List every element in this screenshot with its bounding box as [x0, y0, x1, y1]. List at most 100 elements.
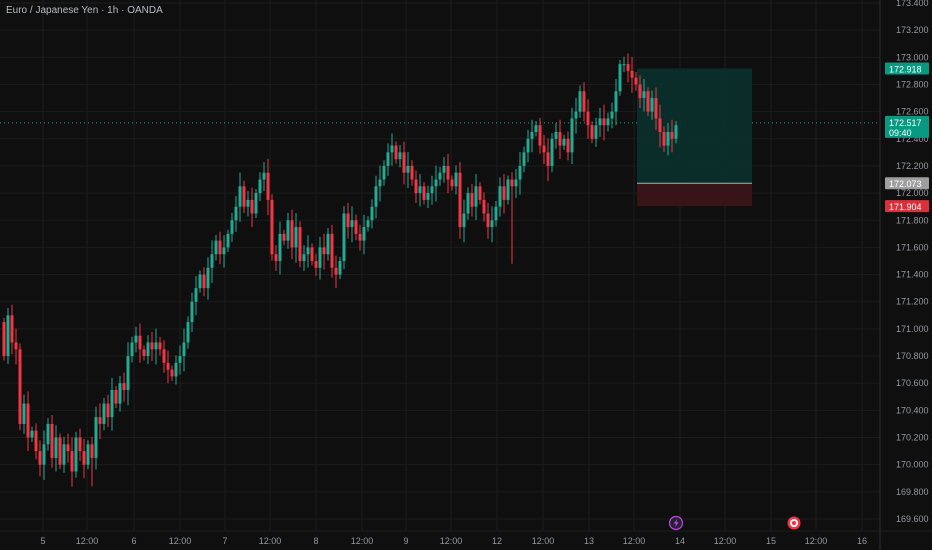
- candle-down[interactable]: [582, 91, 586, 112]
- candle-up[interactable]: [370, 206, 374, 221]
- candle-down[interactable]: [646, 91, 650, 112]
- candle-up[interactable]: [570, 118, 574, 153]
- candle-up[interactable]: [326, 233, 330, 255]
- candle-up[interactable]: [578, 91, 582, 112]
- candle-down[interactable]: [122, 383, 126, 390]
- candle-up[interactable]: [426, 193, 430, 200]
- candle-up[interactable]: [462, 213, 466, 228]
- candle-down[interactable]: [486, 213, 490, 228]
- candle-down[interactable]: [654, 98, 658, 119]
- candle-down[interactable]: [414, 179, 418, 194]
- candle-up[interactable]: [610, 111, 614, 119]
- candle-up[interactable]: [186, 322, 190, 343]
- candle-up[interactable]: [214, 240, 218, 255]
- candle-up[interactable]: [442, 165, 446, 173]
- candle-up[interactable]: [22, 403, 26, 424]
- candle-up[interactable]: [126, 356, 130, 390]
- candle-up[interactable]: [258, 179, 262, 194]
- candle-up[interactable]: [262, 172, 266, 180]
- candle-up[interactable]: [154, 342, 158, 350]
- candle-up[interactable]: [350, 220, 354, 228]
- candle-down[interactable]: [422, 186, 426, 200]
- candle-up[interactable]: [294, 227, 298, 248]
- candle-up[interactable]: [194, 288, 198, 302]
- candle-down[interactable]: [502, 186, 506, 200]
- candle-up[interactable]: [226, 233, 230, 248]
- candle-down[interactable]: [482, 199, 486, 214]
- candle-down[interactable]: [106, 403, 110, 418]
- candle-up[interactable]: [62, 444, 66, 465]
- target-zone[interactable]: [637, 68, 752, 184]
- candle-down[interactable]: [346, 213, 350, 228]
- candle-up[interactable]: [418, 186, 422, 194]
- candle-up[interactable]: [182, 342, 186, 357]
- candle-up[interactable]: [490, 220, 494, 228]
- stop-zone[interactable]: [637, 183, 752, 207]
- candle-down[interactable]: [634, 77, 638, 85]
- candle-up[interactable]: [378, 179, 382, 187]
- candle-down[interactable]: [218, 240, 222, 255]
- candle-down[interactable]: [478, 186, 482, 200]
- price-axis[interactable]: 169.600 169.800 170.000 170.200 170.400 170.6…: [896, 0, 929, 524]
- candle-up[interactable]: [466, 193, 470, 214]
- candle-down[interactable]: [322, 247, 326, 255]
- event-icons[interactable]: [668, 515, 801, 531]
- candle-up[interactable]: [374, 186, 378, 207]
- candle-up[interactable]: [642, 91, 646, 99]
- candle-down[interactable]: [282, 233, 286, 241]
- candle-down[interactable]: [630, 70, 634, 78]
- candle-up[interactable]: [438, 172, 442, 180]
- candle-up[interactable]: [430, 186, 434, 194]
- candle-up[interactable]: [210, 254, 214, 268]
- candle-up[interactable]: [534, 125, 538, 132]
- candle-up[interactable]: [338, 261, 342, 275]
- candle-up[interactable]: [54, 437, 58, 458]
- candle-up[interactable]: [254, 193, 258, 214]
- candle-up[interactable]: [390, 145, 394, 153]
- candle-up[interactable]: [398, 152, 402, 160]
- candle-down[interactable]: [394, 145, 398, 160]
- candle-down[interactable]: [66, 444, 70, 452]
- candle-down[interactable]: [602, 118, 606, 126]
- candle-down[interactable]: [2, 322, 6, 357]
- candle-up[interactable]: [614, 91, 618, 112]
- candle-up[interactable]: [222, 247, 226, 255]
- candle-up[interactable]: [598, 118, 602, 126]
- candle-down[interactable]: [26, 403, 30, 438]
- candle-down[interactable]: [142, 349, 146, 357]
- candle-down[interactable]: [662, 132, 666, 146]
- candle-up[interactable]: [190, 301, 194, 323]
- candle-up[interactable]: [406, 165, 410, 173]
- candle-down[interactable]: [402, 152, 406, 173]
- candle-up[interactable]: [278, 233, 282, 261]
- candle-down[interactable]: [50, 423, 54, 458]
- candle-down[interactable]: [298, 227, 302, 261]
- candle-down[interactable]: [270, 199, 274, 255]
- candle-up[interactable]: [130, 342, 134, 357]
- candle-down[interactable]: [98, 417, 102, 424]
- candle-down[interactable]: [546, 152, 550, 166]
- candle-down[interactable]: [458, 172, 462, 228]
- candle-up[interactable]: [434, 179, 438, 187]
- candle-up[interactable]: [506, 179, 510, 200]
- candle-up[interactable]: [518, 165, 522, 180]
- candle-down[interactable]: [410, 165, 414, 180]
- candle-down[interactable]: [470, 193, 474, 207]
- candle-up[interactable]: [574, 111, 578, 119]
- candle-down[interactable]: [90, 444, 94, 458]
- candle-down[interactable]: [242, 186, 246, 207]
- candle-up[interactable]: [206, 267, 210, 289]
- candle-up[interactable]: [86, 444, 90, 465]
- candle-down[interactable]: [626, 64, 630, 71]
- candle-down[interactable]: [658, 118, 662, 132]
- candlestick-series[interactable]: [2, 53, 678, 487]
- candle-up[interactable]: [30, 430, 34, 438]
- candle-down[interactable]: [138, 335, 142, 350]
- candle-up[interactable]: [110, 390, 114, 418]
- candle-up[interactable]: [494, 206, 498, 221]
- candle-up[interactable]: [674, 125, 678, 139]
- candle-down[interactable]: [670, 132, 674, 139]
- long-position-zones[interactable]: [637, 68, 752, 207]
- economic-event-icon[interactable]: [787, 516, 801, 530]
- candle-up[interactable]: [134, 335, 138, 343]
